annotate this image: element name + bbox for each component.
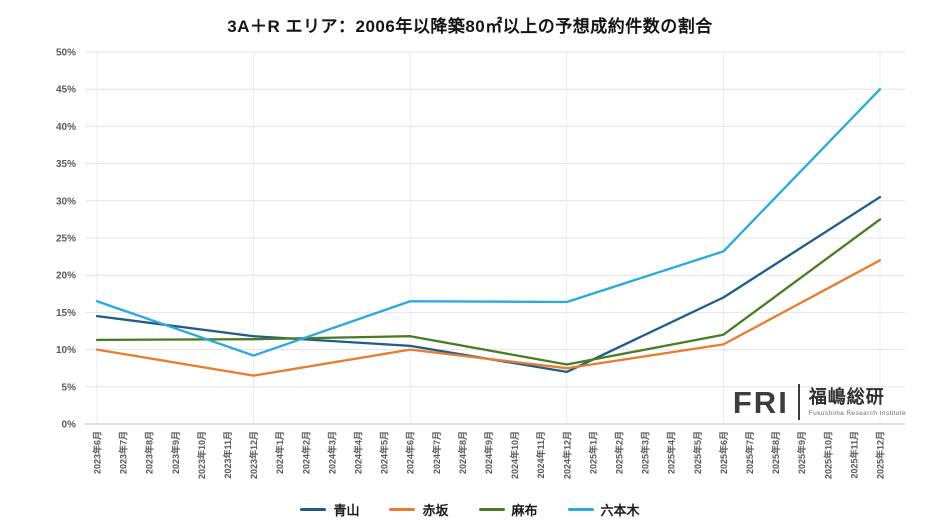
legend-swatch-aoyama bbox=[300, 508, 327, 511]
legend-label-akasaka: 赤坂 bbox=[422, 503, 449, 518]
fri-logo-monogram: FRI bbox=[732, 384, 789, 420]
x-axis-label: 2023年12月 bbox=[248, 431, 259, 479]
x-axis-label: 2025年8月 bbox=[770, 431, 781, 474]
x-axis-label: 2023年10月 bbox=[196, 431, 207, 479]
x-axis-label: 2025年2月 bbox=[614, 431, 625, 474]
x-axis-label: 2025年6月 bbox=[718, 431, 729, 474]
x-axis-label: 2025年9月 bbox=[796, 431, 807, 474]
legend-label-aoyama: 青山 bbox=[333, 503, 360, 518]
x-axis-label: 2024年4月 bbox=[353, 431, 364, 474]
series-line-roppongi bbox=[95, 88, 882, 357]
x-axis-label: 2025年4月 bbox=[666, 431, 677, 474]
legend-item-aoyama: 青山 bbox=[300, 500, 359, 519]
legend-swatch-akasaka bbox=[389, 508, 416, 511]
x-axis-label: 2024年10月 bbox=[509, 431, 520, 479]
series-line-akasaka bbox=[95, 259, 882, 377]
x-axis-label: 2024年2月 bbox=[300, 431, 311, 474]
fri-logo-name-jp: 福嶋総研 bbox=[808, 386, 885, 407]
x-axis-label: 2024年11月 bbox=[535, 431, 546, 479]
x-axis-label: 2025年1月 bbox=[587, 431, 598, 474]
legend-item-roppongi: 六本木 bbox=[567, 500, 640, 519]
x-axis-label: 2024年8月 bbox=[457, 431, 468, 474]
fri-logo-name-en: Fukushima Research Institute bbox=[808, 409, 906, 417]
y-axis-label: 20% bbox=[56, 271, 76, 282]
y-axis-label: 45% bbox=[56, 85, 76, 96]
x-axis-label: 2025年3月 bbox=[640, 431, 651, 474]
y-axis-label: 5% bbox=[62, 382, 77, 393]
x-axis-label: 2025年10月 bbox=[822, 431, 833, 479]
y-axis-label: 30% bbox=[56, 196, 76, 207]
y-axis-label: 10% bbox=[56, 345, 76, 356]
fri-logo: FRI 福嶋総研 Fukushima Research Institute bbox=[733, 380, 906, 424]
y-axis-label: 0% bbox=[62, 420, 77, 431]
x-axis-label: 2023年11月 bbox=[222, 431, 233, 479]
x-axis-label: 2024年5月 bbox=[379, 431, 390, 474]
x-axis-label: 2024年6月 bbox=[405, 431, 416, 474]
x-axis-label: 2024年9月 bbox=[483, 431, 494, 474]
legend: 青山 赤坂 麻布 六本木 bbox=[0, 500, 940, 519]
legend-swatch-roppongi bbox=[567, 508, 594, 511]
x-axis-label: 2024年7月 bbox=[431, 431, 442, 474]
chart-title: 3A＋R エリア：2006年以降築80㎡以上の予想成約件数の割合 bbox=[227, 17, 713, 36]
x-axis-label: 2023年7月 bbox=[118, 431, 129, 474]
y-axis-label: 50% bbox=[56, 48, 76, 59]
y-axis-label: 15% bbox=[56, 308, 76, 319]
series-line-aoyama bbox=[95, 195, 882, 374]
x-axis-label: 2025年5月 bbox=[692, 431, 703, 474]
y-axis-label: 40% bbox=[56, 122, 76, 133]
series-line-azabu bbox=[95, 218, 882, 366]
x-axis-label: 2023年8月 bbox=[144, 431, 155, 474]
x-axis-label: 2025年7月 bbox=[744, 431, 755, 474]
legend-label-azabu: 麻布 bbox=[511, 503, 538, 518]
x-axis-label: 2024年12月 bbox=[561, 431, 572, 479]
y-axis-label: 25% bbox=[56, 234, 76, 245]
fri-logo-divider-line bbox=[797, 384, 800, 420]
x-axis-label: 2023年9月 bbox=[170, 431, 181, 474]
legend-swatch-azabu bbox=[478, 508, 505, 511]
legend-item-azabu: 麻布 bbox=[478, 500, 538, 519]
x-axis-label: 2024年1月 bbox=[274, 431, 285, 474]
x-axis-label: 2025年11月 bbox=[848, 431, 859, 479]
x-axis-label: 2024年3月 bbox=[326, 431, 337, 474]
y-axis-label: 35% bbox=[56, 159, 76, 170]
x-axis-label: 2025年12月 bbox=[875, 431, 886, 479]
legend-label-roppongi: 六本木 bbox=[600, 503, 640, 518]
x-axis-label: 2023年6月 bbox=[92, 431, 103, 474]
legend-item-akasaka: 赤坂 bbox=[389, 500, 449, 519]
